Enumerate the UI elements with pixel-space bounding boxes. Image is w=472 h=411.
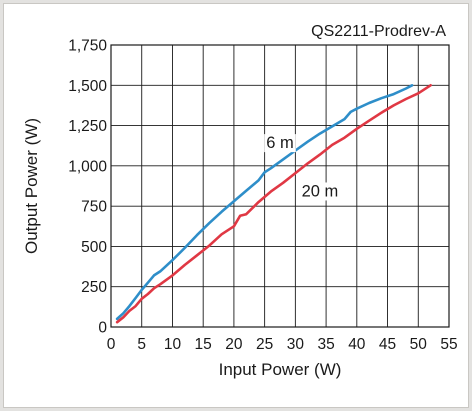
y-tick-label: 500 [81, 239, 107, 256]
line-chart: 0 5 10 15 20 25 30 35 40 45 50 55 0 250 500 750 1,000 1,2… [22, 23, 458, 379]
x-tick-label: 50 [410, 336, 428, 353]
y-tick-label: 1,500 [68, 78, 107, 95]
y-tick-label: 1,750 [68, 38, 107, 55]
x-axis-title: Input Power (W) [219, 360, 342, 379]
series-label: 6 m [266, 134, 294, 152]
x-tick-label: 15 [195, 336, 212, 353]
series-label-background [299, 182, 341, 201]
x-tick-label: 40 [348, 336, 366, 353]
y-tick-label: 750 [81, 199, 107, 216]
labels: 6 m 20 m [264, 134, 341, 201]
x-tick-label: 25 [256, 336, 273, 353]
chart-frame: 0 5 10 15 20 25 30 35 40 45 50 55 0 250 500 750 1,000 1,2… [3, 3, 469, 408]
y-axis-title: Output Power (W) [22, 118, 41, 254]
y-tick-label: 0 [98, 320, 107, 337]
y-tick-label: 250 [81, 279, 107, 296]
x-tick-label: 45 [379, 336, 396, 353]
x-tick-label: 55 [440, 336, 457, 353]
series-label: 20 m [302, 182, 339, 200]
grid [111, 45, 449, 327]
x-tick-label: 35 [317, 336, 334, 353]
plot-border [110, 44, 450, 328]
ticks: 0 5 10 15 20 25 30 35 40 45 50 55 0 250 500 750 1,000 1,2… [68, 38, 457, 354]
chart-annotation: QS2211-Prodrev-A [311, 23, 446, 40]
x-tick-label: 10 [164, 336, 182, 353]
x-tick-label: 5 [137, 336, 146, 353]
x-tick-label: 20 [225, 336, 243, 353]
y-tick-label: 1,000 [68, 158, 107, 175]
series-label-background [264, 134, 296, 153]
y-tick-label: 1,250 [68, 118, 107, 135]
series-line-6m [115, 84, 414, 321]
series-line-20m [115, 84, 432, 324]
x-tick-label: 0 [107, 336, 116, 353]
series-lines [115, 84, 432, 324]
x-tick-label: 30 [287, 336, 305, 353]
